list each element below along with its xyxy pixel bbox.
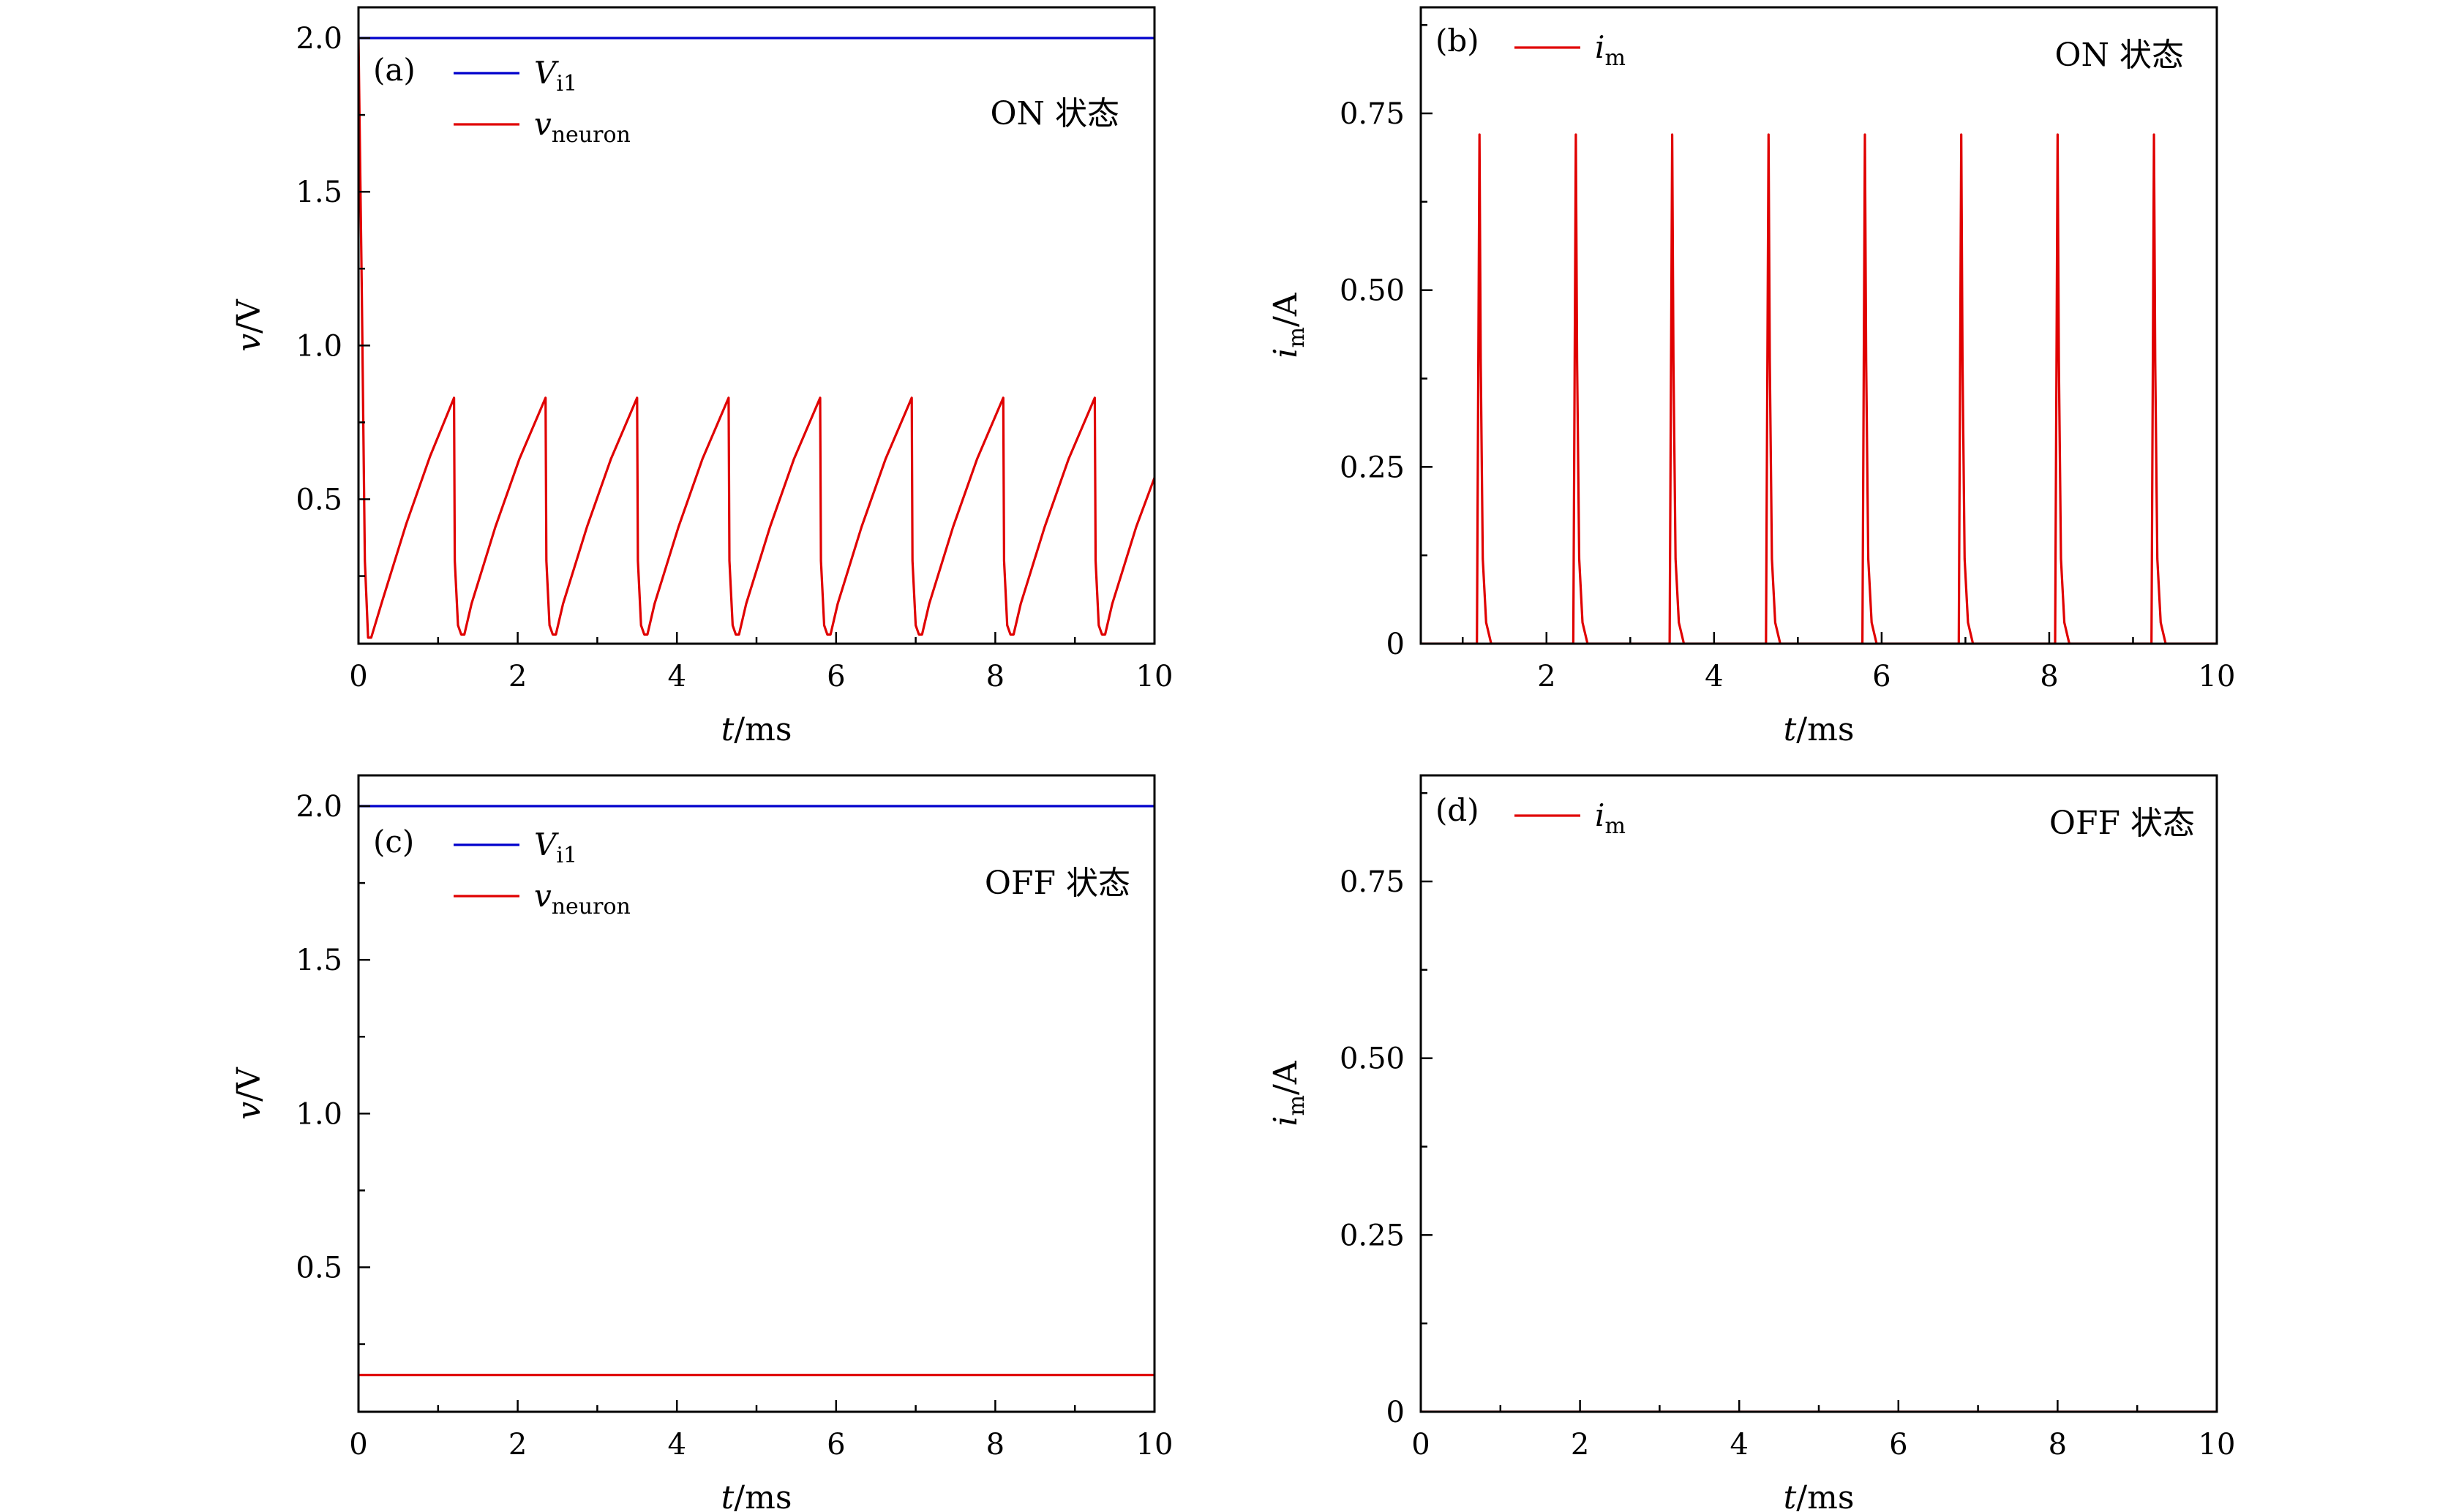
x-tick-label: 4 (667, 660, 686, 693)
x-tick-label: 6 (827, 1428, 845, 1462)
x-tick-label: 2 (1537, 660, 1555, 693)
x-tick-label: 4 (667, 1428, 686, 1462)
y-axis-label: im/A (1267, 1060, 1310, 1126)
x-tick-label: 2 (508, 1428, 527, 1462)
x-axis-label: t/ms (1784, 1479, 1855, 1512)
state-label: OFF 状态 (985, 865, 1130, 902)
panel-d: 0 2 4 6 8 10 0 0.25 0.50 0.75 t/ms im/A (d) OFF 状态 im (1267, 774, 2236, 1512)
panel-label: (b) (1435, 23, 1479, 59)
state-label: ON 状态 (2054, 37, 2184, 74)
y-axis-label: v/V (230, 1067, 268, 1120)
y-tick-label: 0.75 (1340, 97, 1405, 131)
panel-label: (d) (1435, 792, 1479, 828)
legend: Vi1 vneuron (454, 827, 631, 919)
x-tick-label: 6 (1872, 660, 1891, 693)
x-axis-label: t/ms (721, 1479, 792, 1512)
legend-entry: Vi1 (534, 827, 577, 868)
x-tick-label: 8 (2040, 660, 2058, 693)
y-axis-label: im/A (1267, 292, 1310, 358)
y-tick-label: 0.5 (296, 483, 342, 516)
x-tick-label: 6 (1889, 1428, 1907, 1462)
x-axis-label: t/ms (721, 711, 792, 748)
x-tick-label: 8 (986, 1428, 1005, 1462)
x-tick-label: 0 (1411, 1428, 1430, 1462)
x-tick-label: 10 (1136, 1428, 1174, 1462)
legend-entry: vneuron (534, 106, 631, 148)
y-tick-label: 0.50 (1340, 274, 1405, 308)
x-tick-label: 6 (827, 660, 845, 693)
y-tick-label: 0.25 (1340, 451, 1405, 484)
x-tick-label: 2 (1571, 1428, 1589, 1462)
legend-entry: Vi1 (534, 55, 577, 97)
x-tick-label: 2 (508, 660, 527, 693)
y-tick-label: 0 (1386, 1396, 1405, 1429)
legend: im (1514, 29, 1626, 71)
y-tick-label: 0.25 (1340, 1219, 1405, 1252)
series-i-m-line (1421, 133, 2217, 644)
y-tick-label: 1.0 (296, 329, 342, 363)
x-tick-label: 0 (349, 1428, 367, 1462)
x-axis-label: t/ms (1784, 711, 1855, 748)
series-v-neuron-line (358, 37, 1154, 639)
y-tick-label: 0.75 (1340, 865, 1405, 899)
x-tick-label: 10 (2199, 660, 2236, 693)
y-tick-label: 0.50 (1340, 1042, 1405, 1076)
x-tick-label: 4 (1730, 1428, 1748, 1462)
plot-frame (1419, 6, 2218, 645)
y-tick-label: 1.0 (296, 1097, 342, 1131)
x-tick-label: 10 (1136, 660, 1174, 693)
x-tick-label: 4 (1705, 660, 1723, 693)
y-tick-label: 0.5 (296, 1251, 342, 1285)
legend: Vi1 vneuron (454, 55, 631, 148)
x-tick-label: 8 (2049, 1428, 2067, 1462)
y-tick-label: 2.0 (296, 790, 342, 824)
legend: im (1514, 797, 1626, 839)
y-tick-label: 1.5 (296, 944, 342, 977)
x-tick-label: 8 (986, 660, 1005, 693)
legend-entry: im (1595, 29, 1626, 71)
plot-frame (1419, 774, 2218, 1413)
y-tick-label: 2.0 (296, 22, 342, 56)
panel-c: 0 2 4 6 8 10 0.5 1.0 1.5 2.0 t/ms v/V (c) OFF 状态 Vi1 vn… (230, 774, 1174, 1512)
state-label: ON 状态 (990, 95, 1119, 132)
y-tick-label: 0 (1386, 628, 1405, 661)
legend-entry: vneuron (534, 878, 631, 919)
panel-a: 0 2 4 6 8 10 0.5 1.0 1.5 2.0 t/ms v/V (a) ON 状态 Vi1 vne… (230, 6, 1174, 748)
y-axis-label: v/V (230, 298, 268, 352)
panel-label: (a) (373, 52, 416, 88)
legend-entry: im (1595, 797, 1626, 839)
state-label: OFF 状态 (2049, 805, 2195, 842)
panel-b: 2 4 6 8 10 0 0.25 0.50 0.75 t/ms im/A (b) ON 状态 im (1267, 6, 2236, 748)
x-tick-label: 10 (2199, 1428, 2236, 1462)
x-tick-label: 0 (349, 660, 367, 693)
y-tick-label: 1.5 (296, 176, 342, 209)
panel-label: (c) (373, 824, 414, 860)
